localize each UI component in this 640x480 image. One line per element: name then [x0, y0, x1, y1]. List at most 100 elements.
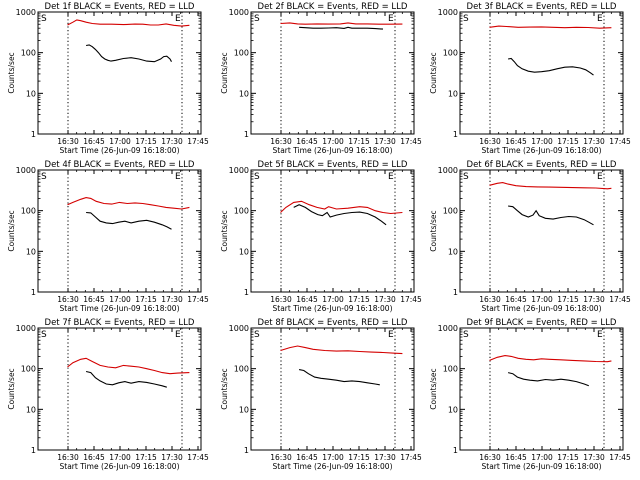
panel-9: Det 9f BLACK = Events, RED = LLD 1 10 100 10…	[429, 318, 631, 471]
x-tick-label: 17:00	[322, 295, 344, 304]
lld-series-line	[489, 355, 612, 363]
start-marker: S	[41, 330, 47, 340]
x-tick-label: 17:00	[322, 453, 344, 462]
x-tick-label: 16:30	[479, 137, 501, 146]
x-tick-label: 17:45	[609, 295, 631, 304]
panel-title: Det 5f BLACK = Events, RED = LLD	[258, 160, 408, 170]
y-tick-label: 1	[244, 130, 249, 139]
x-tick-label: 17:15	[557, 295, 579, 304]
panel-5: Det 5f BLACK = Events, RED = LLD 1 10 100 10…	[220, 160, 422, 313]
x-tick-label: 17:30	[374, 453, 396, 462]
x-tick-label: 17:30	[374, 295, 396, 304]
x-tick-label: 17:30	[161, 137, 183, 146]
x-axis-label: Start Time (26-Jun-09 16:18:00)	[60, 146, 180, 155]
y-tick-label: 1000	[229, 166, 249, 175]
events-series-line	[85, 44, 172, 63]
x-tick-label: 16:45	[296, 295, 318, 304]
x-tick-label: 17:00	[531, 137, 553, 146]
start-marker: S	[41, 14, 47, 24]
x-tick-label: 17:45	[187, 137, 209, 146]
y-tick-label: 1	[453, 288, 458, 297]
end-marker: E	[597, 14, 603, 24]
y-tick-label: 100	[443, 49, 458, 58]
panel-title: Det 4f BLACK = Events, RED = LLD	[45, 160, 195, 170]
x-tick-label: 16:30	[57, 295, 79, 304]
x-tick-label: 17:00	[109, 453, 131, 462]
y-tick-label: 10	[448, 247, 458, 256]
y-tick-label: 1	[244, 446, 249, 455]
y-axis-label: Counts/sec	[220, 210, 229, 251]
y-tick-label: 1000	[438, 8, 458, 17]
y-tick-label: 100	[21, 365, 36, 374]
start-marker: S	[463, 330, 469, 340]
lld-series-line	[280, 22, 403, 25]
y-tick-label: 100	[21, 207, 36, 216]
y-axis-label: Counts/sec	[7, 210, 16, 251]
lld-series-line	[67, 19, 190, 27]
y-tick-label: 1	[453, 130, 458, 139]
y-tick-label: 10	[239, 247, 249, 256]
x-tick-label: 17:15	[348, 295, 370, 304]
y-tick-label: 1	[453, 446, 458, 455]
y-tick-label: 100	[21, 49, 36, 58]
x-tick-label: 17:45	[400, 295, 422, 304]
x-tick-label: 17:30	[583, 295, 605, 304]
panel-title: Det 8f BLACK = Events, RED = LLD	[258, 318, 408, 328]
y-tick-label: 1000	[229, 8, 249, 17]
x-tick-label: 17:00	[109, 295, 131, 304]
y-tick-label: 10	[26, 405, 36, 414]
panel-7: Det 7f BLACK = Events, RED = LLD 1 10 100 10…	[7, 318, 209, 471]
x-axis-label: Start Time (26-Jun-09 16:18:00)	[482, 462, 602, 471]
x-tick-label: 16:30	[270, 453, 292, 462]
x-tick-label: 17:45	[400, 453, 422, 462]
panel-1: Det 1f BLACK = Events, RED = LLD 1 10 100 10…	[7, 2, 209, 155]
lld-series-line	[280, 345, 403, 355]
x-tick-label: 17:00	[109, 137, 131, 146]
panel-title: Det 6f BLACK = Events, RED = LLD	[467, 160, 617, 170]
x-axis-label: Start Time (26-Jun-09 16:18:00)	[273, 146, 393, 155]
x-tick-label: 16:30	[479, 453, 501, 462]
end-marker: E	[388, 14, 394, 24]
y-axis-label: Counts/sec	[7, 52, 16, 93]
panel-title: Det 3f BLACK = Events, RED = LLD	[467, 2, 617, 12]
y-tick-label: 100	[234, 207, 249, 216]
y-tick-label: 1	[244, 288, 249, 297]
panel-3: Det 3f BLACK = Events, RED = LLD 1 10 100 10…	[429, 2, 631, 155]
x-tick-label: 17:15	[135, 295, 157, 304]
plot-frame	[250, 327, 415, 451]
plot-frame	[459, 11, 624, 135]
x-tick-label: 17:30	[161, 453, 183, 462]
plot-frame	[250, 169, 415, 293]
x-tick-label: 16:30	[57, 453, 79, 462]
lld-series-line	[489, 182, 612, 190]
x-tick-label: 17:00	[531, 453, 553, 462]
y-tick-label: 100	[234, 365, 249, 374]
y-tick-label: 10	[26, 247, 36, 256]
x-tick-label: 16:30	[270, 137, 292, 146]
x-tick-label: 16:45	[505, 453, 527, 462]
events-series-line	[508, 205, 594, 226]
end-marker: E	[388, 330, 394, 340]
x-tick-label: 16:45	[505, 295, 527, 304]
y-tick-label: 1000	[16, 166, 36, 175]
events-series-line	[508, 57, 594, 76]
y-tick-label: 1000	[16, 324, 36, 333]
lld-series-line	[67, 357, 190, 375]
y-axis-label: Counts/sec	[220, 368, 229, 409]
y-axis-label: Counts/sec	[7, 368, 16, 409]
x-tick-label: 17:15	[557, 137, 579, 146]
end-marker: E	[175, 172, 181, 182]
y-tick-label: 10	[448, 89, 458, 98]
plot-frame	[37, 11, 202, 135]
events-series-line	[299, 26, 384, 30]
events-series-line	[293, 204, 387, 226]
panel-6: Det 6f BLACK = Events, RED = LLD 1 10 100 10…	[429, 160, 631, 313]
x-tick-label: 16:45	[83, 453, 105, 462]
y-tick-label: 1000	[16, 8, 36, 17]
end-marker: E	[597, 172, 603, 182]
events-series-line	[86, 211, 172, 230]
plot-frame	[250, 11, 415, 135]
x-tick-label: 16:45	[83, 137, 105, 146]
x-tick-label: 17:15	[557, 453, 579, 462]
events-series-line	[298, 369, 380, 386]
